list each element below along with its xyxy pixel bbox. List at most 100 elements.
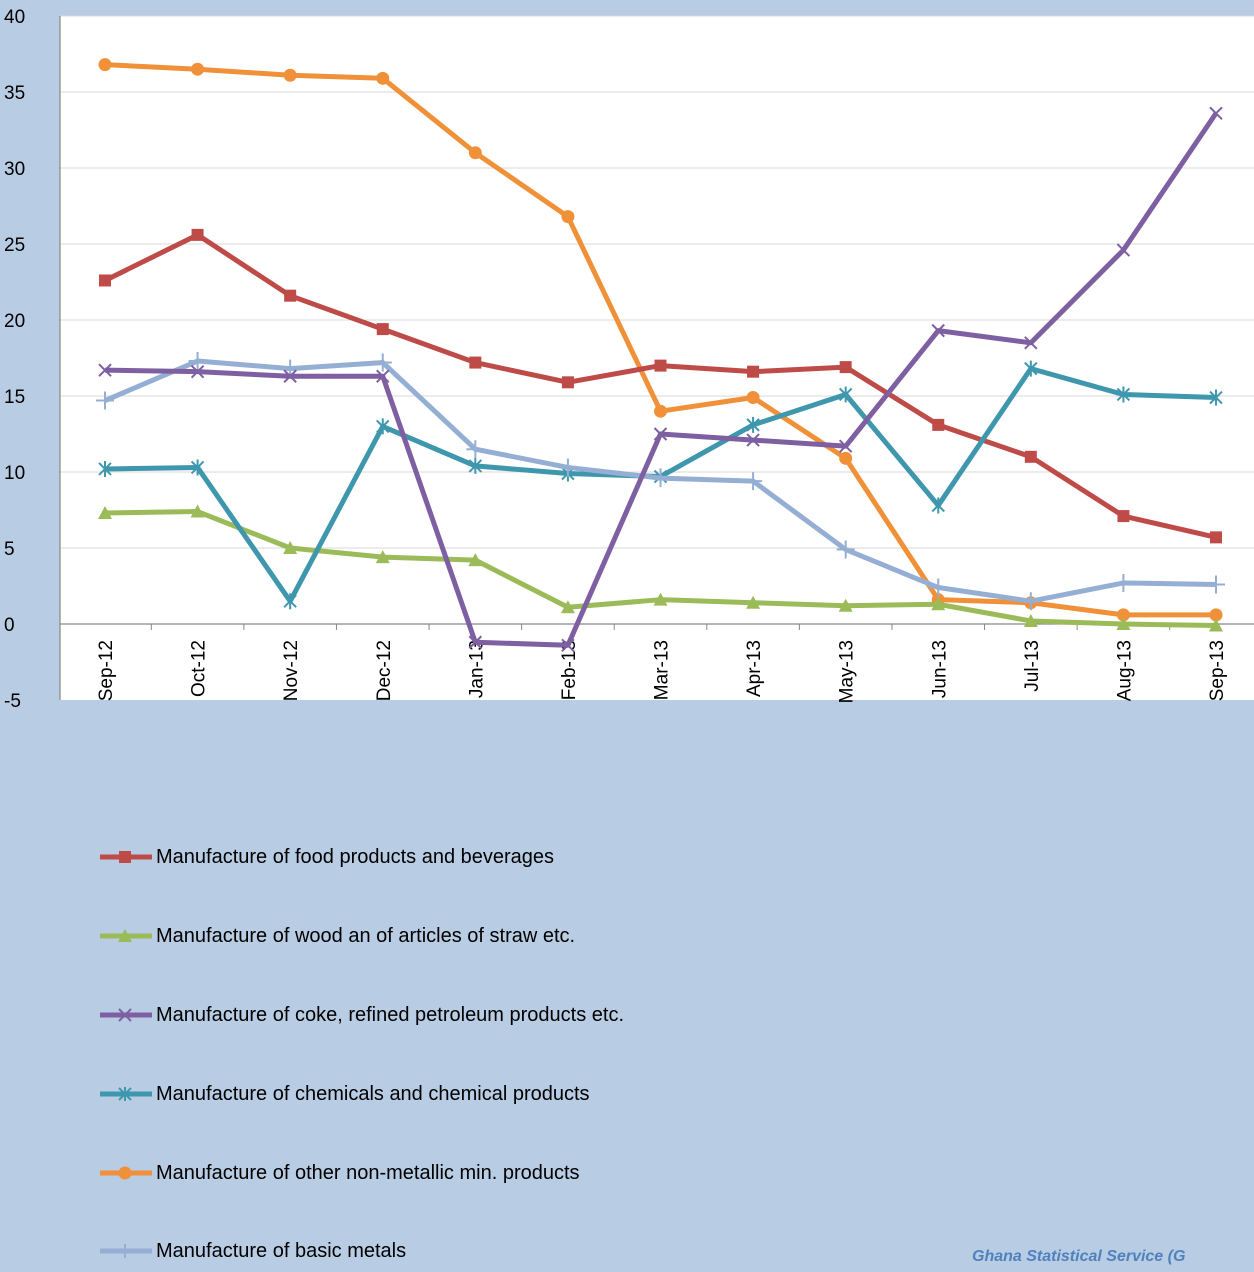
data-point (1209, 618, 1223, 632)
data-point (468, 457, 483, 474)
data-point (468, 553, 483, 567)
data-point (469, 356, 482, 369)
data-point (283, 369, 297, 383)
legend-label: Manufacture of basic metals (156, 1240, 407, 1262)
legend-swatch-chemicals (100, 1087, 152, 1101)
y-tick-label: -5 (4, 691, 21, 712)
data-point (653, 427, 668, 441)
data-point (836, 540, 855, 559)
data-point (1024, 360, 1038, 377)
x-tick-label: Apr-13 (744, 640, 765, 697)
data-point (283, 541, 298, 554)
data-point (1117, 510, 1130, 523)
data-point (191, 228, 204, 241)
x-tick-label: Dec-12 (374, 640, 395, 701)
y-tick-label: 35 (4, 83, 25, 104)
data-point (99, 274, 111, 287)
data-point (746, 391, 760, 405)
y-tick-label: 15 (4, 387, 25, 408)
data-point (466, 440, 485, 459)
x-tick-label: Mar-13 (652, 640, 673, 700)
data-point (1024, 450, 1037, 463)
data-point (931, 597, 946, 611)
data-point (284, 289, 297, 302)
data-point (96, 391, 114, 410)
legend-item-basic-metals: Manufacture of basic metals (98, 1232, 798, 1272)
legend-item-wood: Manufacture of wood an of articles of st… (98, 917, 798, 957)
data-point (838, 439, 853, 453)
data-point (744, 472, 763, 491)
legend-item-chemicals: Manufacture of chemicals and chemical pr… (98, 1075, 798, 1115)
data-point (1116, 386, 1131, 403)
gridlines (60, 15, 1254, 549)
x-tick-label: May-13 (837, 640, 858, 703)
data-point (283, 68, 297, 82)
series-group (96, 58, 1225, 652)
data-point (188, 352, 207, 371)
legend-swatch-coke (100, 1008, 152, 1022)
data-point (1209, 608, 1223, 622)
y-tick-label: 25 (4, 235, 25, 256)
data-point (560, 600, 575, 614)
data-point (1116, 617, 1131, 630)
data-point (839, 451, 853, 465)
data-point (1209, 389, 1223, 406)
x-axis-ticks: Sep-12 Oct-12 Nov-12 Dec-12 Jan-13 Feb-13 Mar-… (96, 640, 1228, 703)
y-tick-label: 30 (4, 159, 25, 180)
data-point (373, 353, 392, 372)
data-point (654, 359, 667, 372)
data-point (376, 323, 389, 336)
data-point (746, 416, 760, 433)
legend-swatch-nonmetallic (100, 1166, 152, 1180)
data-point (1023, 613, 1038, 627)
data-point (747, 365, 760, 378)
x-tick-label: Aug-13 (1114, 640, 1135, 701)
x-tick-label: Sep-12 (96, 640, 117, 701)
data-point (931, 323, 945, 338)
data-point (1116, 608, 1130, 622)
legend-label: Manufacture of wood an of articles of st… (156, 925, 576, 947)
data-point (1207, 575, 1225, 594)
data-point (929, 578, 948, 597)
legend-item-food: Manufacture of food products and beverag… (98, 838, 798, 878)
data-point (1116, 243, 1131, 257)
data-point (1209, 106, 1223, 120)
legend-swatch-food (100, 851, 152, 863)
legend-label: Manufacture of coke, refined petroleum p… (156, 1004, 625, 1026)
legend-label: Manufacture of other non-metallic min. p… (156, 1162, 580, 1184)
x-tick-label: Sep-13 (1207, 640, 1228, 701)
y-tick-label: 20 (4, 311, 25, 332)
legend-label: Manufacture of food products and beverag… (156, 846, 555, 868)
data-point (1021, 592, 1040, 611)
data-point (931, 497, 945, 514)
data-point (651, 469, 670, 488)
series-2 (98, 106, 1223, 652)
x-tick-label: Oct-12 (189, 640, 210, 697)
data-point (283, 593, 297, 610)
data-point (190, 504, 205, 518)
line-chart: -5 0 5 10 15 20 25 30 35 40 Sep-12 Oct-12 Nov-12 Dec… (4, 7, 1254, 712)
data-point (376, 71, 390, 85)
data-point (932, 418, 945, 431)
data-point (98, 363, 112, 377)
plot-area (60, 16, 1254, 700)
legend-swatch-wood (100, 929, 152, 942)
y-axis-ticks: -5 0 5 10 15 20 25 30 35 40 (4, 7, 25, 712)
data-point (190, 364, 205, 379)
data-point (746, 433, 760, 447)
legend-swatch-basic-metals (100, 1244, 152, 1258)
x-tick-label: Feb-13 (559, 640, 580, 700)
x-tick-label: Jul-13 (1022, 640, 1043, 692)
data-point (191, 62, 205, 76)
data-point (653, 592, 668, 606)
data-point (1210, 531, 1222, 544)
data-point (561, 376, 574, 389)
data-point (1114, 573, 1133, 592)
data-point (98, 460, 112, 477)
legend-item-nonmetallic: Manufacture of other non-metallic min. p… (98, 1154, 798, 1194)
data-point (375, 550, 390, 564)
data-point (839, 361, 852, 374)
data-point (838, 386, 853, 403)
x-tick-label: Nov-12 (281, 640, 302, 701)
y-tick-label: 5 (4, 539, 15, 560)
